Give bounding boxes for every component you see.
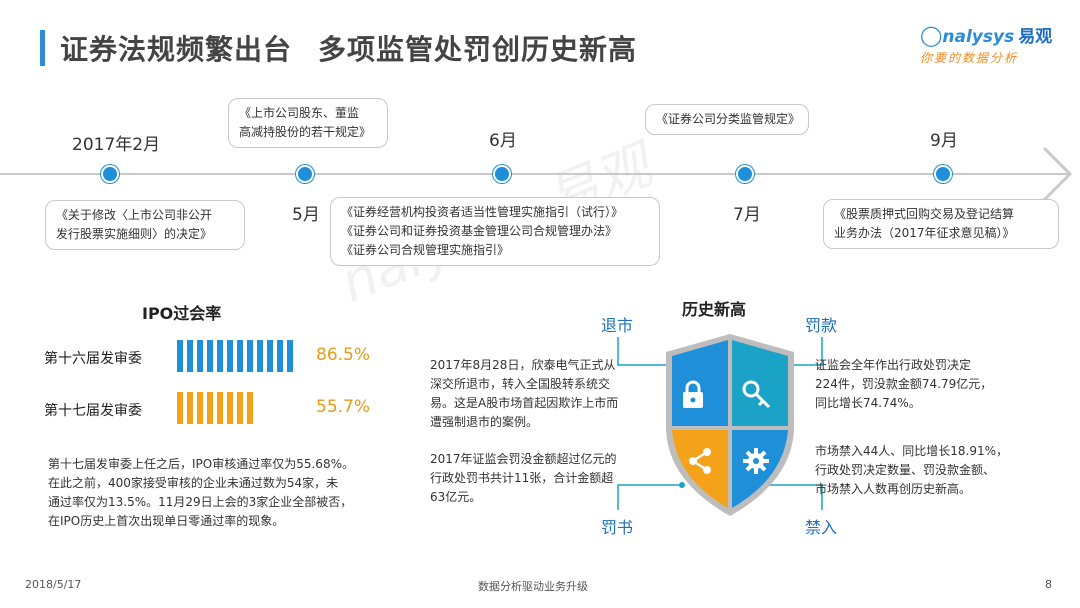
title-part-1: 证券法规频繁出台 (60, 33, 293, 66)
callout-jun: 《证券经营机构投资者适当性管理实施指引（试行）》 《证券公司和证券投资基金管理公… (330, 197, 660, 266)
title-part-2: 多项监管处罚创历史新高 (318, 33, 638, 66)
ipo-title: IPO过会率 (142, 304, 222, 323)
ipo-row-17-value: 55.7% (316, 397, 371, 417)
callout-jul: 《证券公司分类监管规定》 (645, 104, 809, 135)
logo-slogan: 你要的数据分析 (920, 51, 1019, 65)
label-ban: 禁入 (805, 518, 838, 537)
label-decision: 罚书 (601, 518, 634, 537)
page-title: 证券法规频繁出台 多项监管处罚创历史新高 (60, 28, 637, 68)
title-accent-bar (40, 30, 45, 66)
delist-text: 2017年8月28日，欣泰电气正式从 深交所退市，转入全国股转系统交 易。这是A… (430, 358, 619, 429)
decision-text: 2017年证监会罚没金额超过亿元的 行政处罚书共计11张，合计金额超 63亿元。 (430, 452, 617, 504)
history-title: 历史新高 (682, 300, 747, 319)
footer-center: 数据分析驱动业务升级 (478, 580, 588, 593)
ipo-row-17-label: 第十七届发审委 (44, 403, 142, 419)
gear-icon (743, 448, 769, 474)
timeline-label-sep: 9月 (930, 131, 958, 151)
ipo-row-17-bars (177, 392, 253, 424)
shield-graphic (666, 334, 794, 516)
timeline-label-may: 5月 (292, 205, 320, 225)
logo-cn: 易观 (1018, 27, 1053, 47)
timeline-dot-jul (736, 165, 754, 183)
callout-feb: 《关于修改〈上市公司非公开 发行股票实施细则〉的决定》 (45, 200, 245, 250)
ipo-row-16-label: 第十六届发审委 (44, 351, 142, 367)
fine-text: 证监会全年作出行政处罚决定 224件，罚没款金额74.79亿元， 同比增长74.… (815, 358, 993, 410)
timeline-dot-jun (493, 165, 511, 183)
timeline-dot-may (296, 165, 314, 183)
logo-mark-icon: ◯ (920, 23, 943, 47)
ipo-row-16-bars (177, 340, 293, 372)
callout-sep: 《股票质押式回购交易及登记结算 业务办法（2017年征求意见稿）》 (823, 199, 1059, 249)
ipo-description: 第十七届发审委上任之后，IPO审核通过率仅为55.68%。 在此之前，400家接… (48, 457, 354, 528)
timeline-label-feb: 2017年2月 (72, 135, 161, 155)
label-fine: 罚款 (805, 316, 838, 335)
timeline-label-jun: 6月 (489, 131, 517, 151)
timeline-axis (0, 173, 1070, 175)
timeline-dot-feb (101, 165, 119, 183)
timeline-label-jul: 7月 (733, 205, 761, 225)
ban-text: 市场禁入44人、同比增长18.91%， 行政处罚决定数量、罚没款金额、 市场禁入… (815, 444, 1009, 496)
timeline-arrow-icon (1042, 146, 1073, 202)
footer-date: 2018/5/17 (25, 578, 82, 591)
share-icon (689, 448, 711, 474)
page-number: 8 (1045, 578, 1052, 591)
lock-icon (683, 380, 703, 408)
label-delist: 退市 (601, 316, 634, 335)
key-icon (742, 380, 771, 409)
callout-may: 《上市公司股东、董监 高减持股份的若干规定》 (228, 98, 388, 148)
timeline-dot-sep (934, 165, 952, 183)
logo: ◯nalysys 易观 你要的数据分析 (920, 22, 1070, 72)
logo-text: nalysys (942, 27, 1015, 47)
ipo-row-16-value: 86.5% (316, 345, 371, 365)
